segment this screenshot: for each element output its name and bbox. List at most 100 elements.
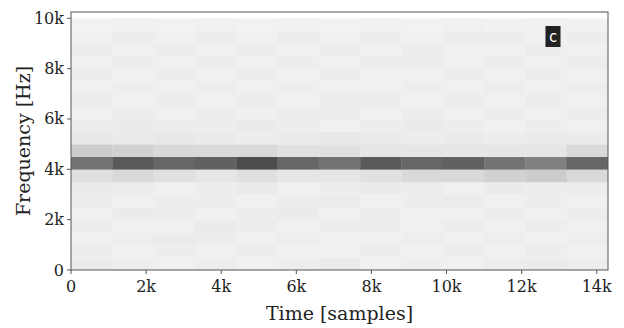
x-tick-label: 12k [507, 277, 537, 296]
cell [401, 94, 443, 107]
cell [112, 43, 154, 56]
cell [484, 207, 526, 220]
cell [195, 119, 237, 132]
cell [484, 144, 526, 157]
cell [154, 207, 196, 220]
cell [525, 194, 567, 207]
cell [112, 31, 154, 44]
cell [195, 182, 237, 195]
y-tick [67, 18, 71, 19]
cell [236, 157, 278, 170]
cell [71, 157, 113, 170]
x-tick [446, 270, 447, 274]
cell [71, 106, 113, 119]
cell [112, 18, 154, 31]
cell [360, 232, 402, 245]
cell [319, 18, 361, 31]
y-axis-title: Frequency [Hz] [12, 66, 34, 216]
y-tick [67, 68, 71, 69]
cell [195, 232, 237, 245]
cell [443, 119, 485, 132]
cell [71, 81, 113, 94]
cell [567, 81, 608, 94]
cell [401, 69, 443, 82]
x-tick-label: 6k [286, 277, 306, 296]
cell [278, 245, 320, 258]
cell [567, 106, 608, 119]
cell [278, 194, 320, 207]
cell [154, 245, 196, 258]
cell [195, 69, 237, 82]
cell [195, 169, 237, 182]
cell [401, 207, 443, 220]
cell [567, 257, 608, 270]
panel-letter: c [548, 28, 557, 46]
cell [112, 182, 154, 195]
cell [525, 144, 567, 157]
x-tick [71, 270, 72, 274]
cell [195, 207, 237, 220]
cell [360, 194, 402, 207]
cell [484, 257, 526, 270]
panel-letter-box [545, 26, 560, 47]
cell [401, 56, 443, 69]
cell [278, 94, 320, 107]
cell [195, 18, 237, 31]
cell [401, 132, 443, 145]
cell [525, 245, 567, 258]
cell [278, 69, 320, 82]
x-tick [521, 270, 522, 274]
cell [112, 132, 154, 145]
cell [360, 119, 402, 132]
x-tick-label: 0 [66, 277, 76, 296]
cell [154, 81, 196, 94]
cell [154, 119, 196, 132]
x-tick [146, 270, 147, 274]
cell [484, 56, 526, 69]
cell [360, 132, 402, 145]
cell [236, 132, 278, 145]
cell [484, 31, 526, 44]
cell [319, 94, 361, 107]
cell [443, 157, 485, 170]
cell [195, 56, 237, 69]
cell [525, 106, 567, 119]
cell [154, 257, 196, 270]
cell [154, 94, 196, 107]
cell [319, 119, 361, 132]
x-tick [221, 270, 222, 274]
cell [236, 94, 278, 107]
cell [71, 144, 113, 157]
cell [236, 81, 278, 94]
cell [71, 182, 113, 195]
cell [443, 194, 485, 207]
cell [319, 182, 361, 195]
cell [154, 182, 196, 195]
x-tick-label: 4k [211, 277, 231, 296]
cell [567, 144, 608, 157]
cell [443, 144, 485, 157]
cell [484, 157, 526, 170]
cell [360, 157, 402, 170]
cell [319, 43, 361, 56]
cell [319, 106, 361, 119]
cell [71, 31, 113, 44]
cell [443, 132, 485, 145]
cell [401, 220, 443, 233]
cell [112, 69, 154, 82]
cell [401, 245, 443, 258]
cell [71, 43, 113, 56]
cell [236, 194, 278, 207]
cell [195, 194, 237, 207]
cell [112, 169, 154, 182]
cell [443, 56, 485, 69]
cell [278, 31, 320, 44]
cell [443, 220, 485, 233]
cell [484, 169, 526, 182]
y-tick [67, 118, 71, 119]
cell [484, 18, 526, 31]
cell [112, 119, 154, 132]
cell [484, 245, 526, 258]
cell [319, 132, 361, 145]
cell [154, 106, 196, 119]
